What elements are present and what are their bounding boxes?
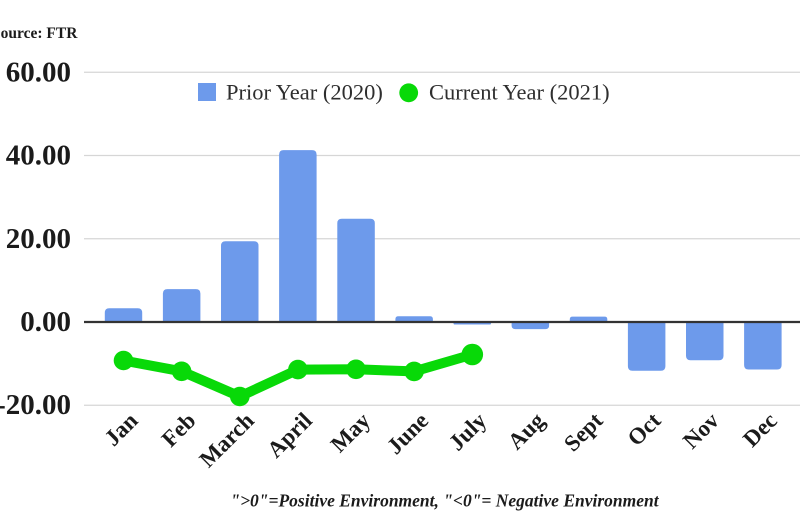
svg-text:Source: FTR: Source: FTR	[0, 25, 78, 42]
svg-text:20.00: 20.00	[6, 223, 71, 255]
svg-text:">0"=Positive Environment, "<0: ">0"=Positive Environment, "<0"= Negativ…	[230, 491, 659, 511]
svg-text:60.00: 60.00	[6, 56, 71, 88]
svg-text:40.00: 40.00	[6, 140, 71, 172]
svg-text:Prior Year (2020): Prior Year (2020)	[226, 80, 383, 105]
svg-text:-20.00: -20.00	[0, 389, 71, 421]
svg-text:0.00: 0.00	[20, 306, 71, 338]
svg-text:Current Year (2021): Current Year (2021)	[429, 80, 610, 105]
